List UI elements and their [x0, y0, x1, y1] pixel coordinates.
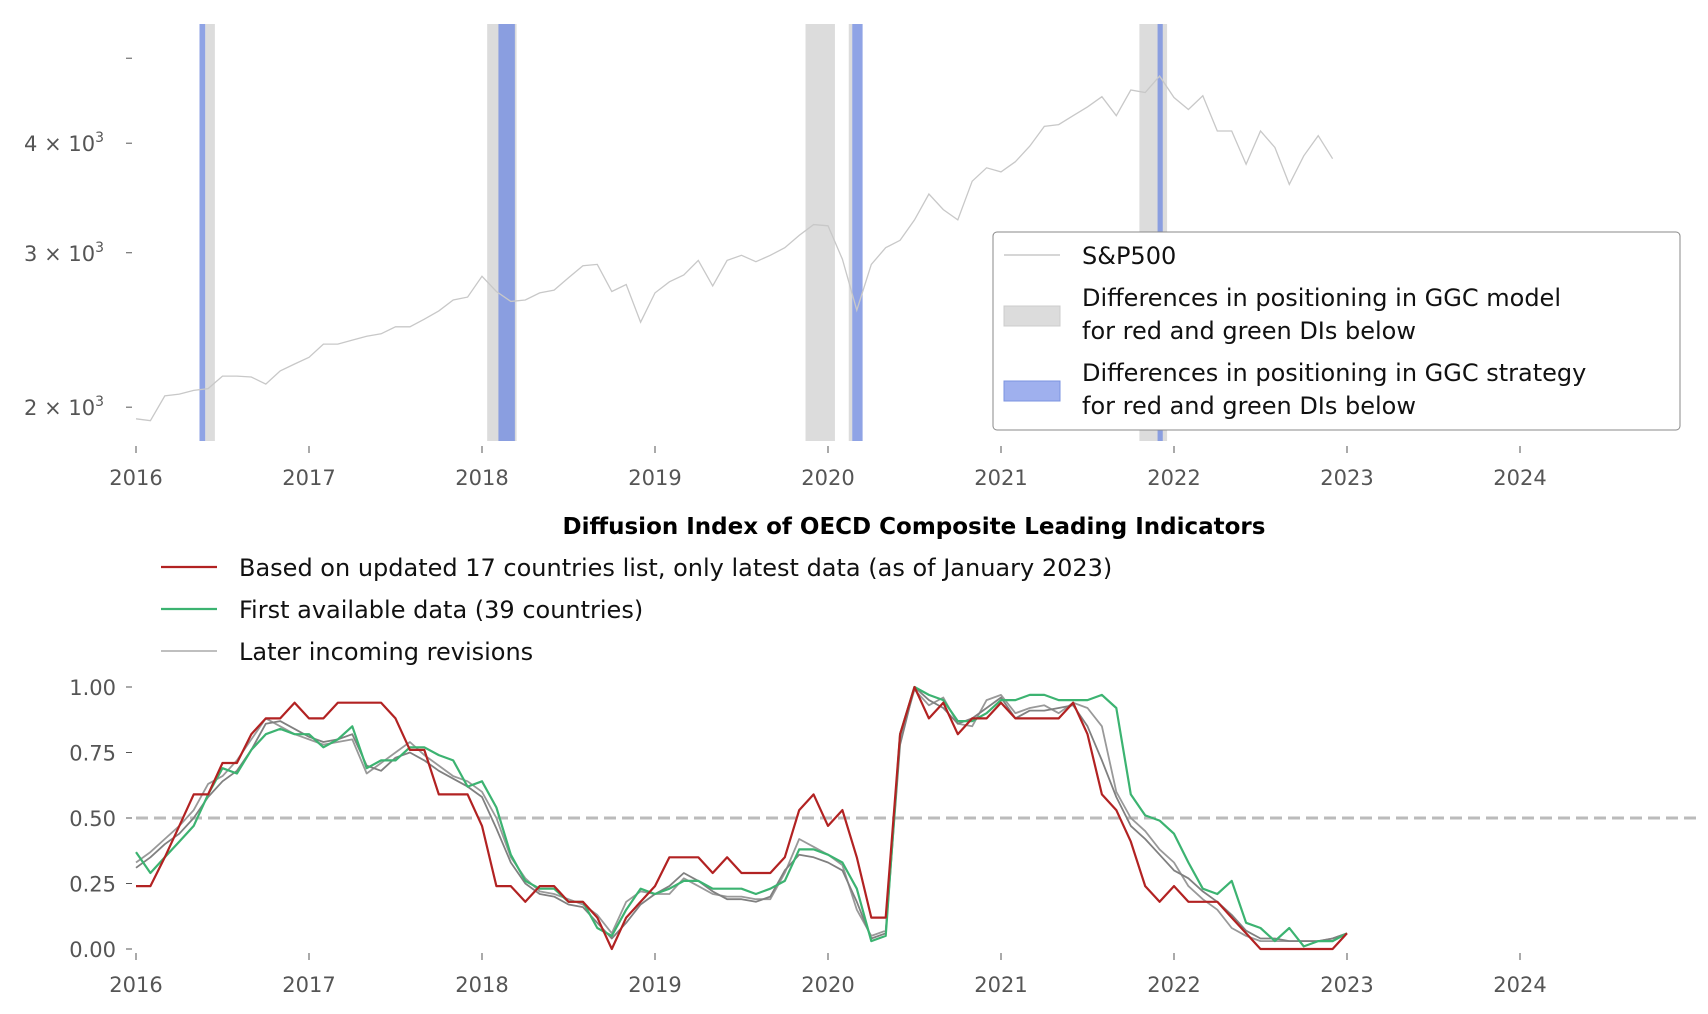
x-tick-label: 2021: [974, 466, 1027, 490]
legend-swatch-model: [1003, 305, 1061, 327]
legend-label-strategy-2: for red and green DIs below: [1082, 392, 1416, 420]
y-tick-label: 1.00: [69, 676, 116, 700]
y-tick-label: 0.25: [69, 873, 116, 897]
strategy-difference-band: [199, 24, 206, 441]
x-tick-label: 2024: [1493, 973, 1546, 997]
x-tick-label: 2022: [1147, 466, 1200, 490]
y-tick-label: 0.00: [69, 938, 116, 962]
x-tick-label: 2024: [1493, 466, 1546, 490]
x-tick-label: 2022: [1147, 973, 1200, 997]
green-di-line: [135, 685, 1348, 948]
y-tick-label: 4 × 103: [24, 130, 104, 156]
legend-swatch-strategy: [1003, 380, 1061, 402]
x-tick-label: 2023: [1320, 973, 1373, 997]
x-tick-label: 2017: [282, 466, 335, 490]
x-tick-label: 2018: [455, 466, 508, 490]
x-tick-label: 2021: [974, 973, 1027, 997]
y-tick-label: 2 × 103: [24, 394, 104, 420]
legend-label-model-2: for red and green DIs below: [1082, 317, 1416, 345]
bottom-legend: Based on updated 17 countries list, only…: [161, 554, 1112, 666]
revision-line: [135, 688, 1348, 942]
legend-label-gray: Later incoming revisions: [239, 638, 533, 666]
model-difference-band: [205, 24, 215, 441]
y-tick-label: 0.75: [69, 742, 116, 766]
revision-line: [135, 686, 1348, 942]
top-legend: S&P500 Differences in positioning in GGC…: [992, 231, 1681, 431]
legend-label-strategy-1: Differences in positioning in GGC strate…: [1082, 359, 1586, 387]
legend-label-sp500: S&P500: [1082, 242, 1176, 270]
x-tick-label: 2023: [1320, 466, 1373, 490]
red-di-line: [136, 685, 1348, 951]
model-difference-band: [805, 24, 835, 441]
x-tick-label: 2019: [628, 466, 681, 490]
diffusion-index-chart: 0.00 0.25 0.50 0.75 1.00 2016 2017 2018 2019 2020…: [69, 676, 1700, 997]
x-tick-label: 2020: [801, 973, 854, 997]
legend-frame: [992, 231, 1681, 431]
legend-label-green: First available data (39 countries): [239, 596, 643, 624]
sp500-line: [135, 75, 1334, 422]
y-tick-label: 3 × 103: [24, 240, 104, 266]
x-tick-label: 2016: [109, 466, 162, 490]
x-tick-label: 2019: [628, 973, 681, 997]
strategy-difference-band: [852, 24, 863, 441]
sp500-chart: 2 × 103 3 × 103 4 × 103 2016 2017 2018 2019 202…: [24, 24, 1547, 490]
x-tick-label: 2020: [801, 466, 854, 490]
x-tick-label: 2016: [109, 973, 162, 997]
strategy-difference-band: [498, 24, 515, 441]
x-tick-label: 2018: [455, 973, 508, 997]
x-tick-label: 2017: [282, 973, 335, 997]
y-tick-label: 0.50: [69, 807, 116, 831]
legend-label-red: Based on updated 17 countries list, only…: [239, 554, 1112, 582]
chart-title: Diffusion Index of OECD Composite Leadin…: [563, 514, 1266, 540]
legend-label-model-1: Differences in positioning in GGC model: [1082, 284, 1561, 312]
model-difference-band: [848, 24, 853, 441]
